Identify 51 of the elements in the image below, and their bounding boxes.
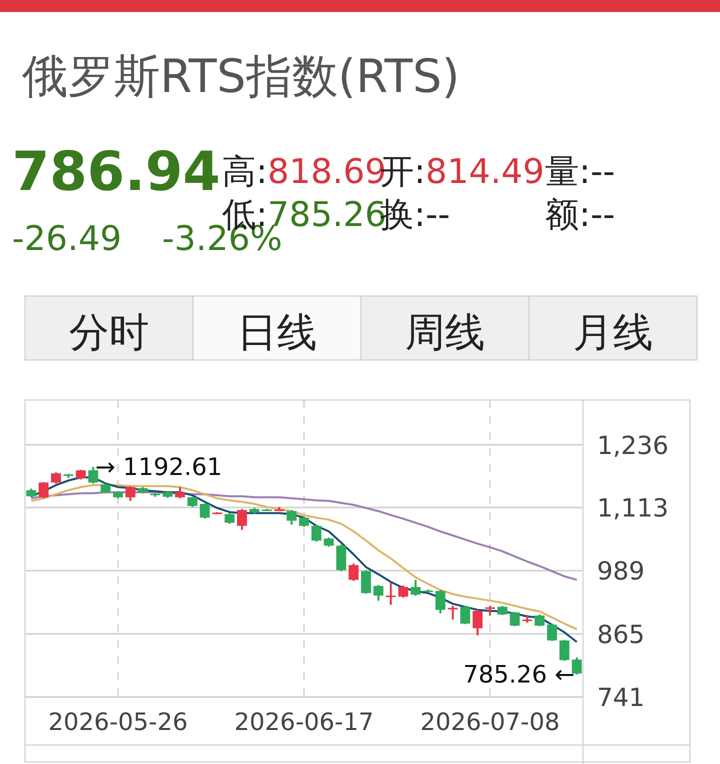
candlestick: [88, 466, 98, 485]
candlestick: [311, 524, 322, 543]
candlestick: [286, 509, 297, 526]
candlestick: [460, 604, 470, 626]
text: 月线: [573, 310, 653, 356]
x-tick-label: 2026-06-17: [234, 708, 374, 736]
candlestick: [175, 486, 185, 500]
candlestick: [237, 508, 247, 531]
candlestick: [51, 471, 61, 485]
candlestick: [224, 512, 235, 525]
candlestick: [361, 569, 371, 595]
y-tick-label: 1,113: [597, 493, 669, 522]
candlestick: [187, 496, 198, 508]
candlestick: [435, 589, 446, 614]
y-tick-label: 865: [597, 620, 645, 649]
candlestick: [348, 562, 359, 582]
x-tick-label: 2026-05-26: [48, 708, 188, 736]
text: 786.94: [12, 140, 220, 203]
chart-title: 俄罗斯RTS指数(RTS): [22, 49, 460, 103]
candlestick: [497, 604, 508, 616]
candlestick: [100, 482, 111, 494]
text: 日线: [237, 310, 317, 356]
candlestick: [547, 622, 557, 642]
text: 量:--: [545, 152, 616, 192]
candlestick: [534, 613, 545, 628]
y-tick-label: 741: [597, 683, 645, 712]
candlestick: [448, 604, 458, 621]
candlestick: [559, 638, 570, 662]
candlestick: [373, 584, 384, 602]
candlestick: [485, 604, 495, 616]
candlestick: [76, 468, 86, 480]
text: 周线: [405, 310, 485, 356]
candlestick: [386, 582, 396, 606]
y-tick-label: 1,236: [597, 430, 669, 460]
candlestick: [472, 608, 483, 636]
candlestick: [200, 502, 210, 520]
text: -26.49: [12, 219, 122, 259]
candlestick: [324, 536, 334, 548]
candlestick: [510, 610, 520, 628]
text: 额:--: [545, 195, 616, 235]
candlestick: [410, 578, 421, 597]
annotation: → 1192.61: [95, 452, 222, 481]
candlestick: [125, 485, 136, 502]
candlestick: [299, 516, 309, 528]
y-tick-label: 989: [597, 556, 645, 586]
text: 分时: [69, 310, 149, 356]
candlestick: [38, 481, 49, 500]
x-tick-label: 2026-07-08: [420, 708, 560, 736]
annotation: 785.26 ←: [463, 660, 575, 688]
candlestick: [398, 584, 408, 599]
candlestick: [572, 656, 582, 676]
